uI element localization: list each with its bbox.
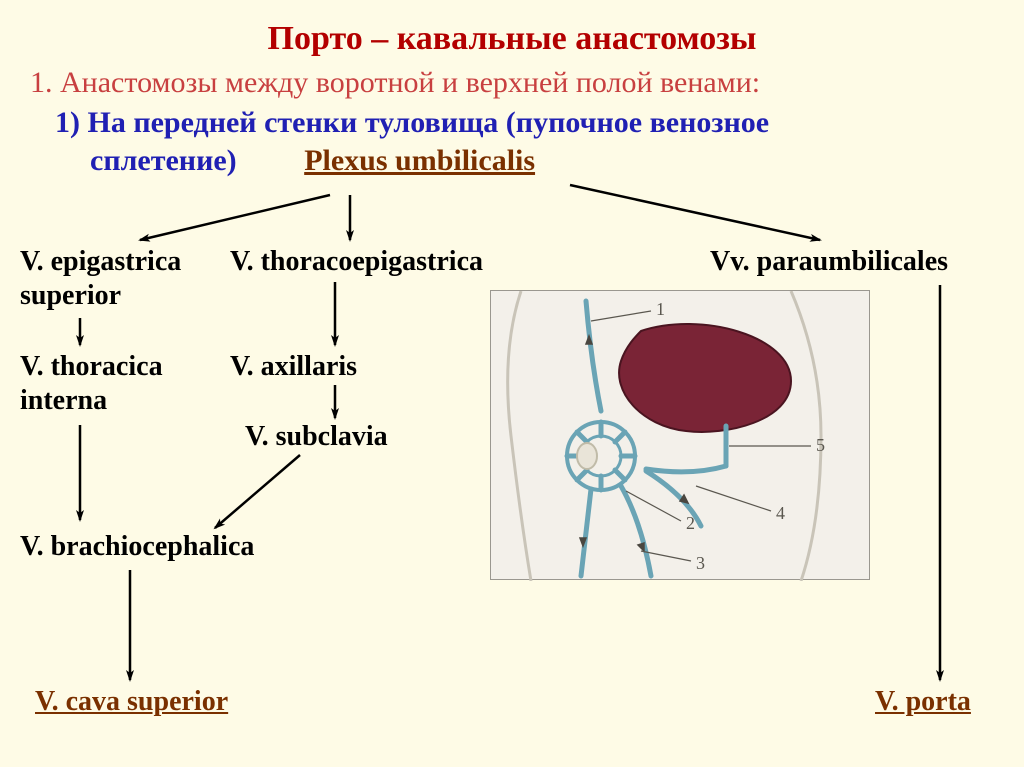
node-thoracoepi: V. thoracoepigastrica	[230, 245, 483, 279]
node-thoracica_int: V. thoracicainterna	[20, 350, 163, 417]
figure-label-5: 5	[816, 435, 825, 455]
node-epigastrica: V. epigastricasuperior	[20, 245, 181, 312]
page-title: Порто – кавальные анастомозы	[0, 0, 1024, 58]
arrow-2	[570, 185, 820, 240]
arrow-0	[140, 195, 330, 240]
subhead-line2-a: сплетение)	[90, 144, 237, 177]
subhead-line2: сплетение) Plexus umbilicalis	[0, 140, 1024, 178]
arrow-7	[215, 455, 300, 528]
section-subtitle: 1. Анастомозы между воротной и верхней п…	[0, 58, 1024, 100]
node-axillaris: V. axillaris	[230, 350, 357, 384]
plexus-label: Plexus umbilicalis	[304, 144, 535, 177]
node-subclavia: V. subclavia	[245, 420, 388, 454]
figure-label-3: 3	[696, 553, 705, 573]
node-paraumbilic: Vv. paraumbilicales	[710, 245, 948, 279]
figure-label-2: 2	[686, 513, 695, 533]
anatomical-figure: 1 2 3 4 5	[490, 290, 870, 580]
figure-label-1: 1	[656, 299, 665, 319]
figure-label-4: 4	[776, 503, 785, 523]
node-porta: V. porta	[875, 685, 971, 719]
node-brachioceph: V. brachiocephalica	[20, 530, 254, 564]
node-cava_sup: V. cava superior	[35, 685, 228, 719]
liver-shape	[619, 324, 791, 432]
subhead-line1: 1) На передней стенки туловища (пупочное…	[0, 100, 1024, 140]
